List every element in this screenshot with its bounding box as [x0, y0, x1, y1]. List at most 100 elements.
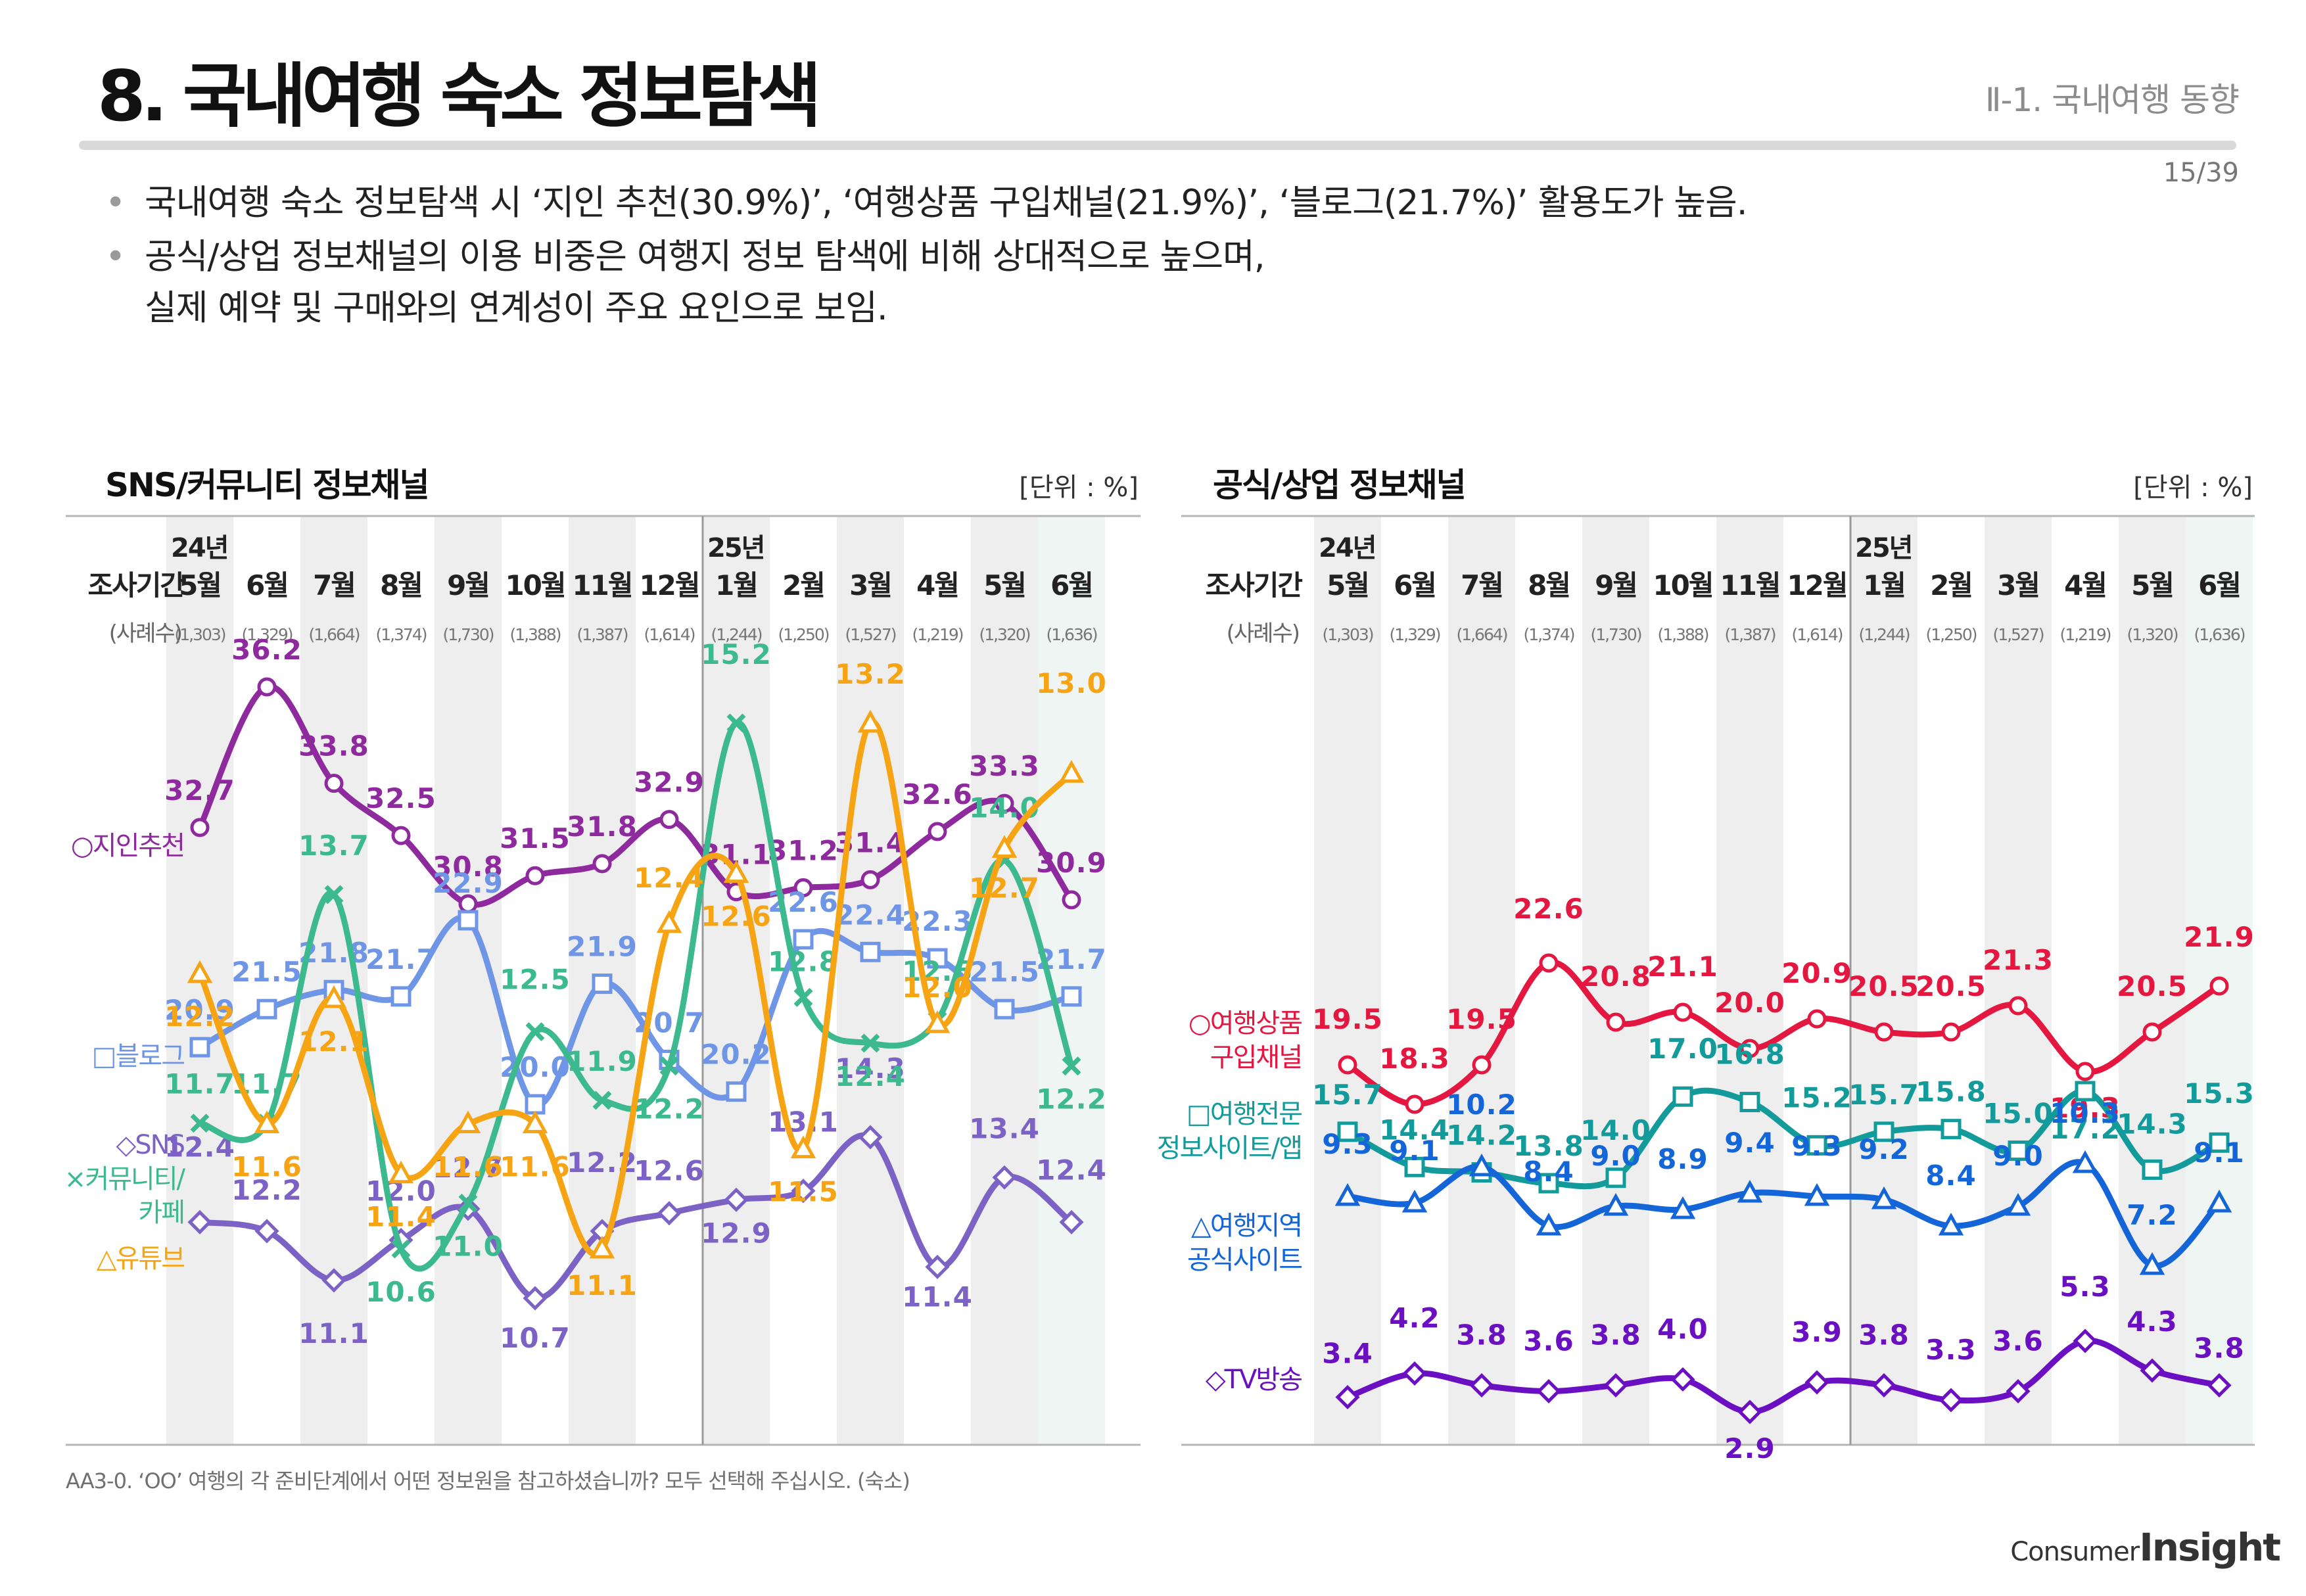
- n-tick: (1,664): [308, 625, 359, 644]
- chart-title: 공식/상업 정보채널: [1213, 466, 1465, 504]
- data-label: 21.9: [2184, 921, 2255, 953]
- data-point: [324, 774, 344, 793]
- data-label: 21.9: [567, 931, 638, 963]
- data-point: [190, 1114, 210, 1133]
- data-point: [2140, 1358, 2165, 1383]
- data-point: [793, 878, 813, 898]
- series-group: 15.714.414.213.814.017.016.815.215.715.8…: [1157, 1033, 2254, 1194]
- month-tick: 12월: [1787, 569, 1847, 601]
- n-tick: (1,388): [509, 625, 560, 644]
- data-point: [858, 1125, 883, 1150]
- n-tick: (1,329): [241, 625, 292, 644]
- month-tick: 6월: [1394, 569, 1436, 601]
- data-point: [458, 910, 479, 931]
- data-label: 22.9: [433, 867, 504, 899]
- data-point: [525, 1022, 545, 1042]
- data-label: 9.3: [1791, 1130, 1842, 1162]
- data-label: 9.4: [1724, 1127, 1775, 1159]
- data-label: 32.5: [365, 782, 436, 814]
- column-band: [2119, 516, 2186, 1445]
- data-label: 22.6: [1513, 893, 1584, 925]
- series-name-label: 정보사이트/앱: [1157, 1133, 1302, 1163]
- data-point: [592, 1091, 612, 1110]
- month-tick: 10월: [1653, 569, 1712, 601]
- section-label: Ⅱ-1. 국내여행 동향: [1985, 81, 2240, 119]
- data-point: [1871, 1373, 1896, 1398]
- data-point: [726, 713, 746, 733]
- data-label: 14.0: [969, 792, 1040, 824]
- data-point: [927, 948, 948, 969]
- data-label: 11.1: [298, 1317, 369, 1350]
- data-label: 14.3: [835, 1052, 906, 1085]
- n-tick: (1,219): [2059, 625, 2110, 644]
- data-label: 11.4: [902, 1280, 973, 1313]
- data-label: 14.0: [1580, 1114, 1651, 1146]
- column-band: [1716, 516, 1783, 1445]
- data-label: 12.1: [298, 1025, 369, 1058]
- data-point: [2006, 1378, 2031, 1404]
- n-label: (사례수): [1227, 621, 1299, 647]
- data-point: [1873, 1121, 1894, 1142]
- data-label: 12.6: [634, 1155, 705, 1187]
- column-band: [1314, 516, 1381, 1445]
- data-point: [1405, 1094, 1424, 1114]
- n-tick: (1,250): [1925, 625, 1976, 644]
- data-label: 12.2: [1036, 1083, 1107, 1115]
- data-point: [791, 1179, 816, 1204]
- data-point: [2075, 1081, 2096, 1102]
- data-label: 20.2: [701, 1039, 772, 1071]
- data-label: 12.4: [634, 862, 705, 894]
- month-tick: 6월: [2198, 569, 2240, 601]
- data-label: 9.2: [1858, 1133, 1909, 1165]
- year-label: 24년: [171, 533, 227, 563]
- data-label: 13.4: [969, 1112, 1040, 1144]
- n-tick: (1,219): [912, 625, 962, 644]
- month-tick: 8월: [380, 569, 422, 601]
- data-point: [1670, 1367, 1695, 1392]
- data-point: [1058, 760, 1085, 783]
- series-group: 11.711.713.710.611.012.511.912.215.212.8…: [64, 638, 1107, 1308]
- series-name-label: 구입채널: [1210, 1043, 1302, 1073]
- column-band: [1582, 516, 1649, 1445]
- data-point: [1472, 1055, 1492, 1075]
- data-label: 15.8: [1916, 1076, 1987, 1108]
- data-label: 12.0: [902, 972, 973, 1004]
- data-label: 8.4: [1925, 1160, 1976, 1192]
- year-label: 25년: [707, 533, 764, 563]
- data-point: [189, 1037, 210, 1058]
- data-label: 3.8: [1590, 1319, 1641, 1351]
- data-point: [1670, 1196, 1696, 1219]
- series-name-label: 카페: [138, 1198, 184, 1228]
- data-label: 11.6: [231, 1151, 302, 1183]
- data-label: 4.3: [2127, 1305, 2177, 1338]
- series-group: 12.211.612.111.411.611.611.112.412.611.5…: [97, 658, 1106, 1302]
- data-point: [455, 1110, 481, 1134]
- data-label: 15.0: [1983, 1098, 2054, 1130]
- period-label: 조사기간: [87, 569, 185, 601]
- data-label: 30.9: [1036, 847, 1107, 879]
- data-label: 21.5: [969, 956, 1040, 988]
- data-label: 9.1: [1389, 1135, 1440, 1167]
- data-point: [1603, 1373, 1628, 1398]
- data-point: [924, 1010, 951, 1033]
- data-point: [1469, 1373, 1494, 1398]
- data-point: [724, 1187, 749, 1212]
- data-label: 12.4: [1036, 1154, 1107, 1186]
- data-point: [995, 793, 1014, 813]
- data-label: 21.1: [1647, 951, 1718, 983]
- data-point: [321, 985, 347, 1008]
- n-tick: (1,636): [2194, 625, 2244, 644]
- month-tick: 7월: [313, 569, 355, 601]
- data-label: 9.0: [1590, 1140, 1641, 1172]
- data-point: [257, 677, 277, 697]
- data-label: 10.6: [365, 1276, 436, 1308]
- data-point: [860, 870, 880, 889]
- data-label: 32.9: [634, 766, 705, 799]
- data-point: [925, 1254, 950, 1279]
- page-number: 15/39: [2163, 158, 2239, 188]
- data-label: 3.6: [1992, 1325, 2043, 1357]
- data-label: 3.8: [2194, 1332, 2244, 1365]
- data-point: [523, 1286, 548, 1311]
- data-point: [458, 1193, 478, 1213]
